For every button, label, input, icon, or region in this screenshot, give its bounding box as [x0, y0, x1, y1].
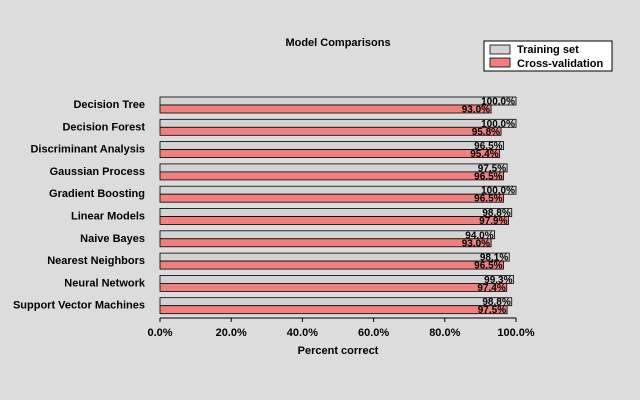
data-label: 93.0%	[462, 105, 490, 116]
bar-cross-validation	[159, 171, 504, 181]
bar-cross-validation	[159, 126, 502, 136]
bar-training	[159, 163, 508, 173]
bar-cross-validation	[159, 238, 492, 248]
bar-training	[159, 208, 513, 217]
legend-swatch-cross-validation	[489, 57, 511, 68]
bar-cross-validation	[159, 282, 508, 292]
x-tick-label: 20.0%	[216, 327, 247, 339]
legend-swatch-training	[489, 44, 511, 55]
data-label: 97.5%	[478, 163, 506, 174]
data-label: 98.8%	[482, 297, 510, 308]
category-label: Decision Forest	[62, 121, 145, 133]
category-label: Linear Models	[71, 211, 145, 223]
x-tick-label: 0.0%	[147, 327, 172, 339]
bar-cross-validation	[159, 149, 501, 159]
data-label: 93.0%	[462, 238, 490, 249]
bar-training	[159, 297, 513, 307]
data-label: 98.1%	[480, 253, 508, 264]
bar-cross-validation	[159, 260, 504, 270]
data-label: 97.5%	[478, 305, 506, 316]
bar-cross-validation	[159, 216, 509, 225]
bar-training	[159, 252, 510, 262]
bar-training	[159, 185, 517, 195]
legend-label-training: Training set	[517, 44, 579, 56]
data-label: 96.5%	[474, 261, 502, 272]
data-label: 96.5%	[474, 141, 502, 152]
category-label: Decision Tree	[73, 99, 145, 111]
data-label: 100.0%	[481, 119, 515, 130]
legend: Training set Cross-validation	[483, 40, 613, 72]
plot-area: Decision Tree 100.0%93.0%Decision Forest 1…	[13, 97, 535, 340]
data-label: 95.8%	[472, 127, 500, 138]
x-tick-label: 40.0%	[287, 327, 318, 339]
category-label: Support Vector Machines	[13, 300, 145, 312]
legend-label-cross-validation: Cross-validation	[517, 58, 603, 70]
x-tick-label: 60.0%	[358, 327, 389, 339]
category-label: Neural Network	[64, 277, 146, 289]
data-label: 96.5%	[474, 171, 502, 182]
x-tick-label: 80.0%	[429, 327, 460, 339]
bar-cross-validation	[159, 104, 492, 114]
data-label: 100.0%	[481, 186, 515, 197]
data-label: 96.5%	[474, 194, 502, 205]
data-label: 99.3%	[484, 275, 512, 286]
bar-cross-validation	[159, 305, 508, 315]
data-label: 97.4%	[477, 283, 505, 294]
data-label: 100.0%	[481, 97, 515, 108]
bar-cross-validation	[159, 193, 504, 203]
x-axis-label: Percent correct	[298, 345, 379, 357]
bar-training	[159, 230, 496, 240]
bar-training	[159, 274, 514, 284]
category-label: Gradient Boosting	[49, 188, 145, 200]
category-label: Nearest Neighbors	[47, 255, 145, 267]
x-tick-label: 100.0%	[497, 327, 535, 339]
chart-title: Model Comparisons	[285, 37, 390, 49]
data-label: 97.9%	[479, 216, 507, 227]
category-label: Discriminant Analysis	[30, 144, 145, 156]
bar-training	[159, 141, 504, 151]
category-label: Gaussian Process	[50, 166, 145, 178]
category-label: Naive Bayes	[80, 233, 145, 245]
data-label: 98.8%	[482, 208, 510, 219]
data-label: 95.4%	[470, 149, 498, 160]
bar-training	[159, 118, 517, 128]
data-label: 94.0%	[465, 230, 493, 241]
